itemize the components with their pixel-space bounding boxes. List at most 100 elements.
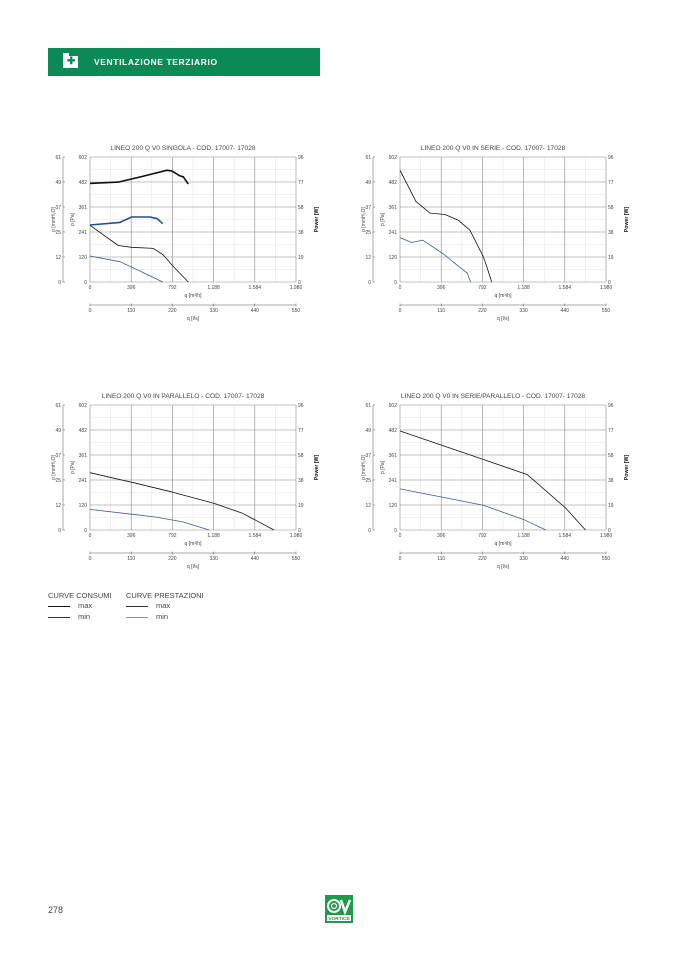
tick-label-x: 0 xyxy=(399,285,402,291)
tick-label-ls: 440 xyxy=(251,308,260,314)
axis-label-x: q [m³/h] xyxy=(495,293,513,299)
tick-label-ls: 220 xyxy=(168,308,177,314)
tick-label-pa: 120 xyxy=(79,503,88,509)
axis-label-power: Power [W] xyxy=(314,207,320,233)
tick-label-x: 0 xyxy=(89,285,92,291)
tick-label-power: 0 xyxy=(608,528,611,534)
tick-label-ls: 330 xyxy=(209,556,218,562)
tick-label-ls: 440 xyxy=(251,556,260,562)
tick-label-mmh2o: 25 xyxy=(365,230,371,236)
tick-label-x: 396 xyxy=(437,533,446,539)
tick-label-power: 77 xyxy=(608,428,614,434)
tick-label-x: 396 xyxy=(127,285,136,291)
chart-title: LINEO 200 Q V0 IN PARALLELO - COD. 17007… xyxy=(102,393,265,400)
axis-label-pa: p [Pa] xyxy=(380,212,386,226)
series-performance-min xyxy=(89,509,210,531)
tick-label-mmh2o: 12 xyxy=(55,503,61,509)
axis-label-x: q [m³/h] xyxy=(495,541,513,547)
tick-label-power: 77 xyxy=(298,428,304,434)
tick-label-mmh2o: 61 xyxy=(55,155,61,161)
tick-label-x: 1.584 xyxy=(249,285,262,291)
tick-label-ls: 220 xyxy=(478,308,487,314)
tick-label-x: 1.584 xyxy=(249,533,262,539)
tick-label-x: 1.188 xyxy=(517,285,530,291)
tick-label-mmh2o: 61 xyxy=(55,403,61,409)
tick-label-power: 58 xyxy=(608,205,614,211)
svg-text:VORTICE: VORTICE xyxy=(328,916,350,922)
tick-label-mmh2o: 0 xyxy=(368,528,371,534)
tick-label-x: 1.980 xyxy=(290,285,303,291)
tick-label-mmh2o: 25 xyxy=(365,478,371,484)
tick-label-mmh2o: 37 xyxy=(55,205,61,211)
tick-label-ls: 550 xyxy=(292,556,301,562)
tick-label-mmh2o: 25 xyxy=(55,478,61,484)
tick-label-power: 38 xyxy=(608,478,614,484)
legend-line-consumi-max xyxy=(48,606,70,607)
tick-label-mmh2o: 49 xyxy=(365,428,371,434)
tick-label-ls: 0 xyxy=(89,556,92,562)
vortice-logo: VORTICE xyxy=(325,895,353,923)
series-performance-min xyxy=(89,255,163,283)
tick-label-power: 38 xyxy=(298,230,304,236)
axis-label-mmh2o: p [mmH₂O] xyxy=(361,207,367,232)
series-performance-max xyxy=(89,472,275,531)
tick-label-pa: 361 xyxy=(389,453,398,459)
axis-label-pa: p [Pa] xyxy=(70,460,76,474)
tick-label-mmh2o: 0 xyxy=(58,528,61,534)
axis-label-mmh2o: p [mmH₂O] xyxy=(51,455,57,480)
tick-label-x: 396 xyxy=(127,533,136,539)
tick-label-ls: 550 xyxy=(602,556,611,562)
tick-label-x: 0 xyxy=(89,533,92,539)
tick-label-mmh2o: 61 xyxy=(365,155,371,161)
tick-label-mmh2o: 12 xyxy=(365,255,371,261)
tick-label-power: 96 xyxy=(298,403,304,409)
tick-label-x: 1.980 xyxy=(290,533,303,539)
tick-label-pa: 120 xyxy=(389,503,398,509)
tick-label-ls: 110 xyxy=(437,308,445,314)
series-performance-max xyxy=(89,224,189,283)
tick-label-x: 1.188 xyxy=(517,533,530,539)
tick-label-mmh2o: 61 xyxy=(365,403,371,409)
tick-label-ls: 0 xyxy=(399,308,402,314)
tick-label-power: 0 xyxy=(298,280,301,286)
tick-label-mmh2o: 37 xyxy=(365,205,371,211)
axis-label-x: q [m³/h] xyxy=(185,293,203,299)
tick-label-x: 792 xyxy=(168,533,177,539)
tick-label-power: 58 xyxy=(298,453,304,459)
tick-label-pa: 361 xyxy=(389,205,398,211)
axis-label-pa: p [Pa] xyxy=(380,460,386,474)
series-performance-max xyxy=(399,170,493,283)
axis-label-pa: p [Pa] xyxy=(70,212,76,226)
tick-label-power: 19 xyxy=(608,255,614,261)
tick-label-ls: 220 xyxy=(168,556,177,562)
tick-label-pa: 602 xyxy=(79,403,88,409)
axis-label-x: q [m³/h] xyxy=(185,541,203,547)
tick-label-ls: 330 xyxy=(519,308,528,314)
tick-label-x: 792 xyxy=(478,533,487,539)
tick-label-pa: 0 xyxy=(84,280,87,286)
legend-consumi: CURVE CONSUMI max min xyxy=(48,591,138,622)
tick-label-power: 58 xyxy=(298,205,304,211)
tick-label-pa: 0 xyxy=(394,280,397,286)
tick-label-pa: 602 xyxy=(389,155,398,161)
legend-line-consumi-min xyxy=(48,617,70,618)
tick-label-power: 19 xyxy=(298,503,304,509)
tick-label-pa: 602 xyxy=(389,403,398,409)
tick-label-x: 1.188 xyxy=(207,285,220,291)
tick-label-power: 96 xyxy=(608,155,614,161)
tick-label-ls: 550 xyxy=(602,308,611,314)
tick-label-power: 0 xyxy=(608,280,611,286)
tick-label-pa: 602 xyxy=(79,155,88,161)
tick-label-x: 0 xyxy=(399,533,402,539)
series-performance-min xyxy=(399,488,546,531)
tick-label-x: 792 xyxy=(478,285,487,291)
axis-label-ls: q [l/s] xyxy=(497,316,510,322)
legend-label: min xyxy=(156,612,169,621)
tick-label-mmh2o: 49 xyxy=(55,428,61,434)
tick-label-pa: 120 xyxy=(79,255,88,261)
tick-label-pa: 361 xyxy=(79,205,88,211)
chart-serie-parallelo: LINEO 200 Q V0 IN SERIE/PARALLELO - COD.… xyxy=(361,393,630,570)
tick-label-pa: 0 xyxy=(394,528,397,534)
legend-line-prestazioni-min xyxy=(126,617,148,618)
